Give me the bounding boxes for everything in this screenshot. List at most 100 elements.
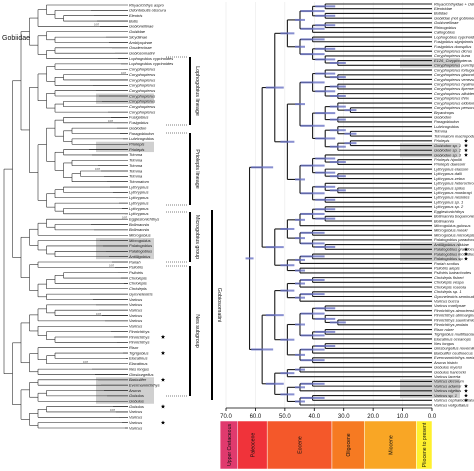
tip-label: Psilotris batrachodes [434,270,471,275]
tip-label: Lophogobius cyprinoides [129,61,173,66]
tip-label: Lythrypnus nesiotes [434,195,470,200]
hpd-bar [300,312,325,315]
tip-label: Pinnichthys prolata [434,322,469,327]
tip-label: Lythrypnus [129,190,149,195]
tip-label: Microgobius gulosus [434,223,470,228]
tip-label: Oxudercinae [129,45,152,50]
hpd-bar [294,103,305,106]
tip-label: Gobiodon [434,115,452,120]
tip-label: Barbulifer ceuthoecus [434,350,473,355]
tip-label: Varicus nigritus [434,388,461,393]
hpd-bar [315,171,336,174]
hpd-bar [294,269,305,272]
hpd-bar [315,58,336,61]
clade-label: Lophogobius lineage [194,66,200,116]
hpd-bar [300,396,325,399]
hpd-bar [315,90,336,93]
star-icon [464,138,468,143]
hpd-bar [315,157,336,160]
tip-label: E126_Coryphopterus [434,58,472,63]
tip-label: Coryphopterus tortugae [434,67,474,72]
star-icon [160,350,166,355]
tip-label: Coryphopterus glaucofraenum [434,72,474,77]
tip-label: Lythrypnus sp. 1 [434,199,463,204]
tip-label: Paragobiodon [434,119,460,124]
tip-label: Fusigobius [129,120,148,125]
hpd-bar [315,330,336,333]
tip-label: Varicus bucca [434,299,460,304]
star-icon [464,252,468,256]
tip-label: Bollmannia [434,218,455,223]
hpd-bar [315,112,336,115]
hpd-bar [294,237,305,240]
tip-label: Coryphopterus venezuelae [434,77,474,82]
star-icon [464,384,468,388]
epoch-block [416,420,433,470]
hpd-bar [294,323,305,326]
axis-tick-label: 20.0 [367,414,379,420]
hpd-bar [344,132,357,135]
tip-label: Coryphopterus kuna [434,53,471,58]
star-icon [464,148,468,152]
tip-label: Lubricogobius [434,124,459,129]
epoch-label: Upper Cretaceous [227,424,233,467]
hpd-bar [280,264,295,267]
hpd-bar [344,109,357,112]
tip-label: Coryphopterus [129,72,155,77]
tip-label: Gobiidae (not gobionellinae) [434,15,474,20]
tip-label: Evermannichthys [129,382,160,387]
tip-label: Coryphopterus hyalinus [434,82,474,87]
tip-label: Chriolepis sp. 1 [434,289,462,294]
hpd-bar [300,242,325,245]
tip-label: Coryphopterus personatus [434,105,474,110]
star-icon [464,143,468,148]
tip-label: Elacatinus oceanops [434,336,471,341]
hpd-bar [300,382,325,385]
hpd-bar [294,258,305,261]
tip-label: Gobulus [129,399,144,404]
tip-label: Egglestonichthys [129,216,159,221]
tip-label: Gobiodon sp. 2 [434,148,462,153]
tip-label: Pariah [129,259,141,264]
hpd-bar [280,140,295,143]
hpd-bar [329,61,346,64]
tip-label: Varicus [129,297,142,302]
hpd-bar [315,47,336,50]
tip-label: Chriolepis [129,275,147,280]
tip-label: Fusigobius signipinnis [434,39,473,44]
hpd-bar [294,178,305,181]
hpd-bar [300,334,325,337]
tip-label: Rhyacichthys aspro [129,2,165,7]
tip-label: Varicus adamsi [434,383,461,388]
hpd-bar [265,382,284,385]
clade-label: Priolepis lineage [194,149,200,189]
tip-label: Lythrypnus mowbrayi [434,190,472,195]
axis-tick-label: 60.0 [250,414,262,420]
tip-label: Coryphopterus punctipectophorus [434,63,474,68]
tip-label: Butidae [434,11,448,16]
tip-label: Butis [129,18,138,23]
support-value: 0.97 [95,167,101,171]
tip-label: Bollmannia [129,222,150,227]
hpd-bar [315,137,336,140]
tip-label: Varicus [129,425,142,430]
tip-label: Trimma [129,152,143,157]
support-value: 0.97 [83,360,89,364]
epoch-block [266,420,333,470]
hpd-bar [315,24,336,27]
hpd-bar [329,118,346,121]
support-value: 0.97 [110,408,116,412]
hpd-bar [300,348,325,351]
axis-tick-label: 50.0 [279,414,291,420]
tip-label: Amblyopinae [128,40,153,45]
hpd-bar [315,5,336,8]
axis-tick-label: 40.0 [308,414,320,420]
tip-label: Lophogobius cyprinoides [434,34,474,39]
epoch-label: Paleocene [250,433,256,458]
clade-label: Nes subgroup [194,314,200,348]
tip-label: Varicus cephalocellatus [434,398,474,403]
hpd-bar [280,227,295,230]
tip-label: Priolepis [434,138,449,143]
tip-label: Priolepis hipoliti [434,157,462,162]
